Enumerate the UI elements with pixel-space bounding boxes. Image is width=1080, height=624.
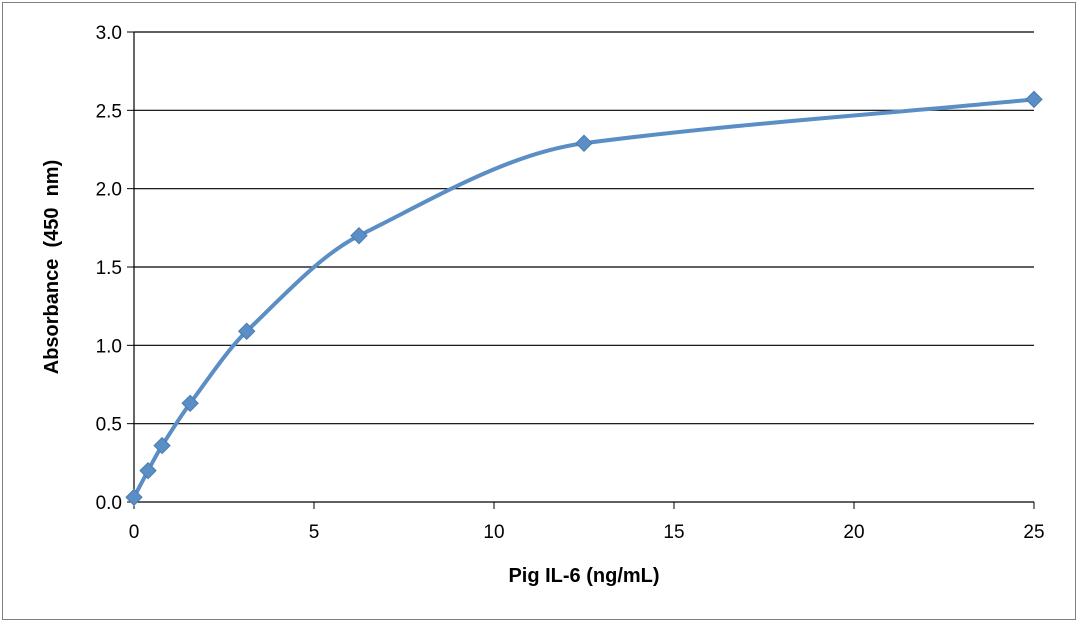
series-line (132, 97, 1036, 500)
y-tick-label: 0.5 (96, 415, 122, 436)
data-point (125, 488, 143, 507)
x-tick-labels: 0 5 10 15 20 25 (129, 522, 1045, 543)
y-tick-labels: 0.0 0.5 1.0 1.5 2.0 2.5 3.0 (96, 23, 122, 514)
y-tick-label: 2.5 (96, 101, 122, 122)
data-point (153, 436, 171, 455)
x-tick-label: 5 (309, 522, 320, 543)
y-tick-label: 1.0 (96, 336, 122, 357)
axes (133, 32, 1035, 509)
data-markers (125, 90, 1043, 507)
x-tick-label: 20 (843, 522, 864, 543)
data-point (350, 226, 368, 245)
data-point (237, 322, 256, 340)
gridlines (127, 31, 1034, 503)
data-point (575, 134, 593, 152)
x-axis-title: Pig IL-6 (ng/mL) (508, 565, 659, 587)
y-tick-label: 2.0 (96, 180, 122, 201)
x-tick-label: 10 (483, 522, 504, 543)
y-axis-title: Absorbance (450 nm) (41, 160, 63, 375)
data-point (1025, 90, 1043, 109)
x-tick-label: 25 (1023, 522, 1044, 543)
data-point (139, 461, 157, 480)
y-tick-label: 1.5 (96, 258, 122, 279)
x-tick-label: 15 (663, 522, 684, 543)
y-tick-label: 3.0 (96, 23, 122, 44)
x-tick-label: 0 (129, 522, 140, 543)
data-point (181, 394, 199, 413)
y-tick-label: 0.0 (96, 493, 122, 514)
